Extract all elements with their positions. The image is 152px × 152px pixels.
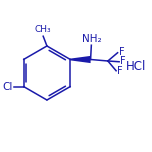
- Text: CH₃: CH₃: [34, 25, 51, 34]
- Text: F: F: [117, 66, 123, 76]
- Polygon shape: [70, 56, 91, 63]
- Text: NH₂: NH₂: [82, 34, 102, 44]
- Text: HCl: HCl: [126, 60, 146, 73]
- Text: Cl: Cl: [2, 81, 12, 92]
- Text: F: F: [119, 47, 124, 57]
- Text: F: F: [120, 56, 126, 66]
